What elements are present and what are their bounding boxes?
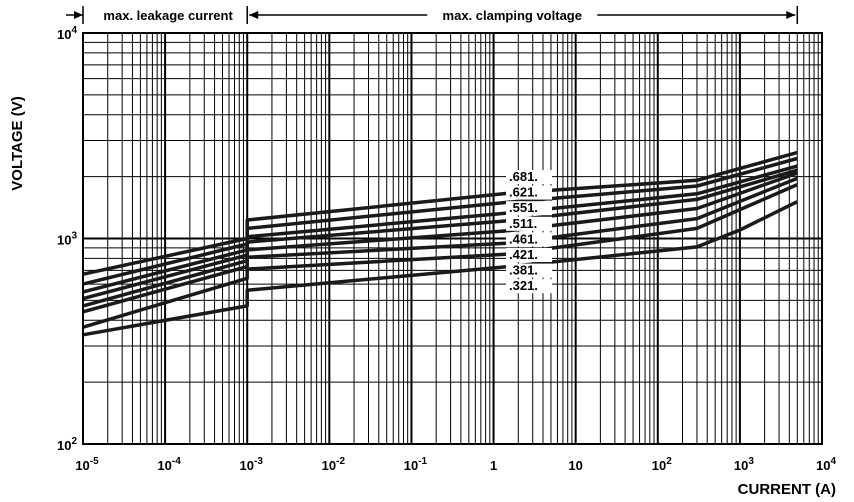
x-tick-label: 10-1 [404, 456, 428, 473]
series-label: .421. [509, 247, 538, 262]
series-line [82, 182, 799, 329]
series-label: .381. [509, 263, 538, 278]
x-tick-labels: 10-5 10-4 10-3 10-2 10-1 1 10 102 103 104 [75, 456, 836, 473]
series-line [82, 156, 798, 286]
x-tick-label: 103 [734, 456, 754, 473]
region-label: max. clamping voltage [443, 8, 582, 23]
series-line [82, 171, 798, 308]
x-tick-label: 10-4 [157, 456, 181, 473]
region-arrowhead [786, 11, 796, 19]
x-tick-label: 104 [816, 456, 836, 473]
series-label: .511. [509, 216, 537, 231]
series-line [82, 150, 798, 276]
x-tick-label: 10-2 [322, 456, 346, 473]
series-label-bg [506, 232, 553, 247]
x-tick-label: 10-3 [240, 456, 264, 473]
series-label-bg [506, 279, 553, 294]
series-label: .551. [509, 200, 538, 215]
series-label: .621. [509, 185, 538, 200]
series-label-bg [506, 248, 553, 262]
y-tick-labels: 102 103 104 [57, 25, 77, 453]
x-tick-label: 10-5 [75, 456, 99, 473]
region-arrowhead [74, 11, 83, 19]
series-line [82, 168, 798, 301]
x-tick-label: 1 [490, 458, 497, 473]
series-label: .461. [509, 231, 538, 246]
x-tick-label: 10 [568, 458, 582, 473]
series-line [82, 164, 798, 294]
x-axis-label: CURRENT (A) [738, 481, 836, 498]
series-label: .681. [509, 169, 538, 184]
y-tick-label: 103 [57, 231, 77, 248]
y-tick-label: 104 [57, 25, 77, 42]
series-label-bg [506, 185, 553, 200]
y-axis-label: VOLTAGE (V) [9, 96, 26, 190]
series-label-bg [506, 263, 553, 278]
y-tick-label: 102 [57, 436, 77, 453]
series-label-bg [506, 216, 553, 231]
series-labels: .681..621..551..511..461..421..381..321. [506, 169, 553, 294]
region-label: max. leakage current [103, 8, 233, 23]
series-label-bg [506, 201, 553, 216]
region-arrowhead [249, 11, 259, 19]
series-label-bg [506, 170, 553, 184]
region-annotations: max. leakage current max. clamping voltag… [66, 6, 799, 24]
series-label: .321. [509, 278, 538, 293]
plot-frame [82, 32, 823, 445]
series-line [82, 176, 798, 314]
x-tick-label: 102 [652, 456, 672, 473]
